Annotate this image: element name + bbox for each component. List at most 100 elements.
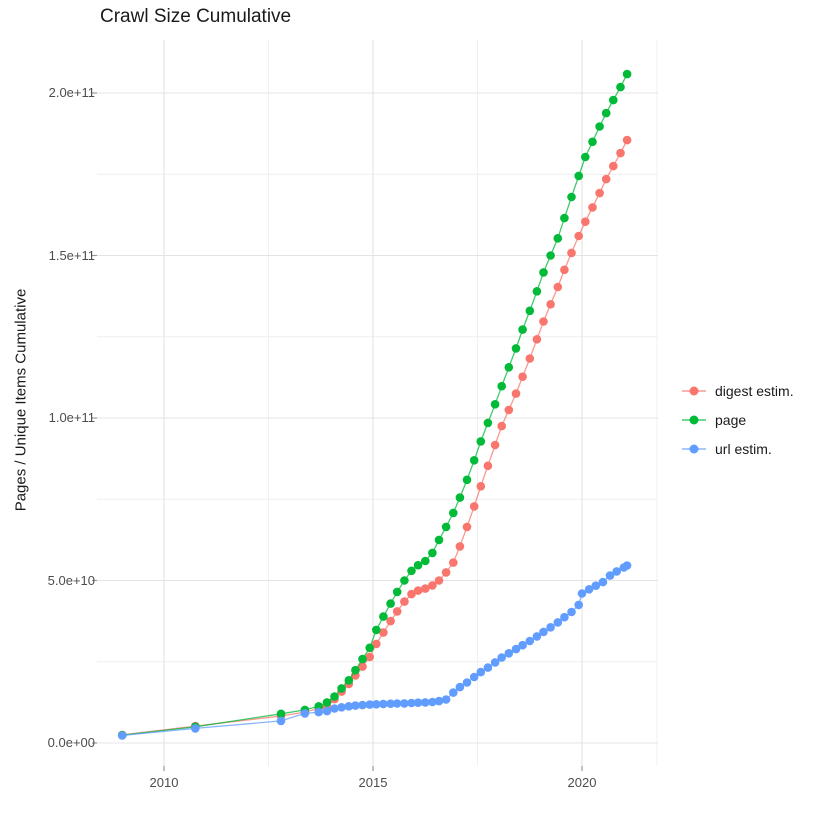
data-point-url-estim-	[574, 600, 583, 610]
data-point-page	[546, 251, 555, 260]
data-point-url-estim-	[546, 623, 555, 632]
data-point-page	[386, 599, 395, 608]
data-point-digest-estim-	[511, 389, 521, 398]
data-point-digest-estim-	[462, 522, 472, 532]
data-point-page	[407, 566, 416, 576]
legend-key-digest-icon	[682, 384, 706, 398]
chart-title: Crawl Size Cumulative	[100, 6, 292, 27]
data-point-url-estim-	[400, 699, 409, 708]
data-point-url-estim-	[413, 698, 423, 707]
data-point-digest-estim-	[560, 265, 569, 275]
y-tick-label-2e11: 2.0e+11	[48, 85, 95, 100]
data-point-url-estim-	[365, 700, 375, 709]
data-point-page	[601, 108, 611, 118]
data-point-digest-estim-	[616, 148, 625, 158]
data-point-page	[351, 665, 360, 675]
data-point-url-estim-	[577, 589, 587, 598]
data-point-digest-estim-	[497, 421, 507, 431]
data-point-url-estim-	[351, 701, 360, 710]
data-point-url-estim-	[441, 695, 451, 704]
data-point-digest-estim-	[622, 135, 632, 145]
data-point-url-estim-	[591, 581, 601, 590]
data-point-url-estim-	[379, 699, 388, 709]
data-point-url-estim-	[191, 724, 200, 733]
data-point-url-estim-	[392, 699, 402, 708]
data-point-page	[490, 400, 500, 409]
legend-key-page-icon	[682, 413, 706, 427]
data-point-digest-estim-	[601, 174, 611, 184]
data-point-digest-estim-	[532, 335, 542, 344]
data-point-url-estim-	[117, 731, 127, 740]
data-point-page	[574, 171, 583, 181]
data-point-page	[276, 709, 286, 719]
legend-label: url estim.	[715, 441, 772, 457]
series-line-url-estim-	[122, 564, 628, 737]
data-point-page	[511, 344, 521, 353]
data-point-digest-estim-	[574, 231, 583, 241]
data-point-digest-estim-	[386, 616, 395, 626]
data-point-url-estim-	[428, 697, 437, 707]
data-point-page	[595, 122, 604, 131]
data-point-digest-estim-	[567, 248, 576, 258]
data-point-digest-estim-	[428, 581, 437, 590]
data-point-url-estim-	[622, 561, 632, 570]
y-axis-title: Pages / Unique Items Cumulative	[12, 288, 30, 512]
data-point-page	[525, 306, 535, 316]
legend-item-url-estim: url estim.	[682, 439, 794, 459]
data-point-page	[462, 475, 472, 485]
data-point-digest-estim-	[595, 188, 604, 198]
data-point-url-estim-	[372, 700, 381, 709]
data-point-url-estim-	[322, 706, 332, 716]
data-point-url-estim-	[358, 700, 367, 710]
data-point-page	[344, 676, 354, 685]
data-point-url-estim-	[483, 663, 493, 672]
data-point-page	[616, 82, 625, 92]
data-point-url-estim-	[560, 612, 569, 622]
data-point-digest-estim-	[581, 217, 590, 226]
data-point-digest-estim-	[392, 607, 402, 616]
data-point-page	[449, 508, 458, 518]
data-point-url-estim-	[584, 585, 594, 594]
y-tick-label-5e10: 5.0e+10	[47, 573, 95, 588]
data-point-page	[609, 95, 618, 105]
data-point-url-estim-	[598, 577, 608, 587]
data-point-digest-estim-	[372, 639, 381, 649]
data-point-url-estim-	[276, 716, 286, 726]
data-point-digest-estim-	[455, 542, 465, 551]
data-point-page	[392, 587, 402, 597]
data-point-url-estim-	[532, 632, 542, 641]
data-point-digest-estim-	[407, 589, 416, 599]
data-point-digest-estim-	[546, 300, 555, 309]
data-point-page	[497, 381, 507, 391]
legend-key-url-icon	[682, 442, 706, 456]
data-point-digest-estim-	[588, 203, 597, 212]
data-point-digest-estim-	[449, 558, 458, 567]
data-point-page	[379, 612, 388, 621]
legend-label: digest estim.	[715, 383, 794, 399]
data-point-digest-estim-	[490, 440, 500, 450]
data-point-url-estim-	[337, 703, 346, 712]
data-point-page	[567, 192, 576, 202]
data-point-page	[476, 437, 486, 446]
data-point-page	[532, 287, 542, 296]
data-point-url-estim-	[386, 699, 395, 708]
data-point-digest-estim-	[434, 576, 444, 585]
legend-label: page	[715, 412, 747, 428]
data-point-url-estim-	[300, 709, 310, 718]
data-point-digest-estim-	[379, 628, 388, 637]
data-point-page	[469, 456, 479, 465]
data-point-page	[581, 152, 590, 162]
legend: digest estim. page url estim.	[682, 381, 794, 459]
data-point-digest-estim-	[441, 568, 451, 577]
data-point-digest-estim-	[518, 372, 527, 382]
data-point-digest-estim-	[358, 662, 367, 671]
data-point-url-estim-	[504, 649, 514, 658]
data-point-digest-estim-	[483, 461, 493, 471]
data-point-page	[434, 535, 444, 545]
data-point-page	[337, 684, 346, 693]
data-point-page	[441, 522, 451, 532]
data-point-page	[428, 548, 437, 558]
data-point-page	[504, 363, 514, 372]
